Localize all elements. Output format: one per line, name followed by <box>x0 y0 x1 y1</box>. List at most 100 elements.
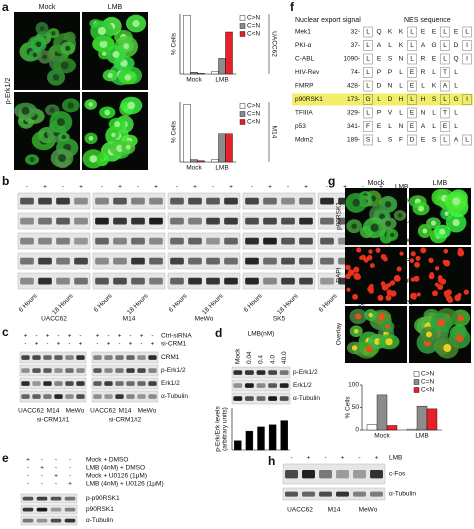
blot-band <box>21 368 30 373</box>
blot <box>167 272 241 290</box>
residue: S <box>432 137 437 144</box>
time-label: 6 Hours <box>93 292 115 314</box>
residue: L <box>366 83 370 90</box>
nucleus <box>389 280 396 286</box>
lane-sign: + <box>193 184 197 191</box>
residue: T <box>443 110 447 117</box>
cell-line-label: SK5 <box>273 316 286 323</box>
blot-band <box>263 217 277 225</box>
blot-band <box>38 257 52 265</box>
nucleus <box>360 254 366 261</box>
blot-band <box>65 381 74 386</box>
blot-band <box>93 368 102 373</box>
blot-band <box>188 277 202 285</box>
residue: L <box>377 137 381 144</box>
nucleus <box>385 294 392 301</box>
blot-band <box>104 394 113 399</box>
group-label: si-CRM1#1 <box>37 417 70 424</box>
blot-band <box>50 518 62 523</box>
nucleus <box>367 285 374 293</box>
blot-band <box>233 370 243 375</box>
lane-sign: - <box>69 457 71 464</box>
treatment-label: LMB <box>389 455 402 462</box>
lane-sign: - <box>57 333 59 340</box>
nucleus <box>21 106 30 115</box>
nucleus <box>127 101 136 110</box>
lane-sign: + <box>68 333 72 340</box>
blot-band <box>244 383 254 388</box>
blot-band <box>65 368 74 373</box>
sequence-position: 1090- <box>343 56 360 63</box>
lane-sign: - <box>176 184 178 191</box>
blot-band <box>206 257 220 265</box>
blot-band <box>115 355 124 360</box>
bar <box>225 133 233 163</box>
blot-band <box>95 257 109 265</box>
blot-band <box>256 383 266 388</box>
residue: G <box>431 42 436 49</box>
residue-box <box>440 107 450 119</box>
protein-name: p53 <box>295 123 306 130</box>
lane-sign: + <box>24 333 28 340</box>
blot <box>91 377 159 390</box>
blot-band <box>263 197 277 205</box>
residue: L <box>388 42 392 49</box>
residue: N <box>399 123 404 130</box>
nucleus <box>125 144 131 150</box>
residue: N <box>421 110 426 117</box>
treatment-label: si-CRM1 <box>161 341 187 348</box>
residue: F <box>366 123 370 130</box>
blot-band <box>302 470 315 479</box>
nucleus <box>60 61 69 70</box>
blot-band <box>74 277 88 285</box>
cell-line-label: M14 <box>270 126 277 139</box>
residue-box <box>440 94 450 105</box>
nucleus <box>418 205 425 212</box>
legend-swatch <box>413 379 420 385</box>
residue: G <box>453 96 458 103</box>
nucleus <box>428 273 435 280</box>
nucleus <box>432 290 438 297</box>
residue: L <box>366 69 370 76</box>
panel-letter: h <box>268 454 275 468</box>
blot-band <box>224 217 238 225</box>
nucleus <box>399 251 404 256</box>
residue: L <box>443 96 447 103</box>
residue: E <box>421 29 426 36</box>
row-label: p90RSK1 <box>336 202 343 230</box>
lane-sign: - <box>24 341 26 348</box>
residue-box <box>407 67 417 78</box>
blot-band <box>56 257 70 265</box>
blot-band <box>148 381 157 386</box>
blot <box>17 212 91 230</box>
blot-band <box>36 518 48 523</box>
blot-band <box>268 396 278 401</box>
bar <box>386 425 398 431</box>
column-label: LMB <box>433 180 448 187</box>
blot-band <box>36 507 48 512</box>
y-axis-label: % Cells <box>345 396 352 419</box>
residue: E <box>443 123 448 130</box>
lane-sign: - <box>140 341 142 348</box>
nucleus <box>430 220 436 226</box>
legend-swatch <box>239 23 246 29</box>
blot-band <box>279 383 289 388</box>
lane-sign: - <box>26 184 28 191</box>
residue: E <box>377 123 382 130</box>
lane-sign: - <box>358 455 360 462</box>
nucleus <box>353 266 360 273</box>
residue-box <box>462 26 472 38</box>
blot-band <box>76 368 85 373</box>
lane-sign: - <box>27 481 29 488</box>
blot-band <box>170 197 184 205</box>
blot-band <box>54 355 63 360</box>
blot-band <box>233 383 243 388</box>
nucleus <box>444 211 449 216</box>
residue: D <box>454 42 459 49</box>
blot-band <box>20 257 34 265</box>
residue: L <box>366 56 370 63</box>
bar <box>197 73 205 75</box>
nucleus <box>396 266 402 272</box>
column-label: Mock <box>39 4 56 11</box>
legend-swatch <box>413 371 420 377</box>
